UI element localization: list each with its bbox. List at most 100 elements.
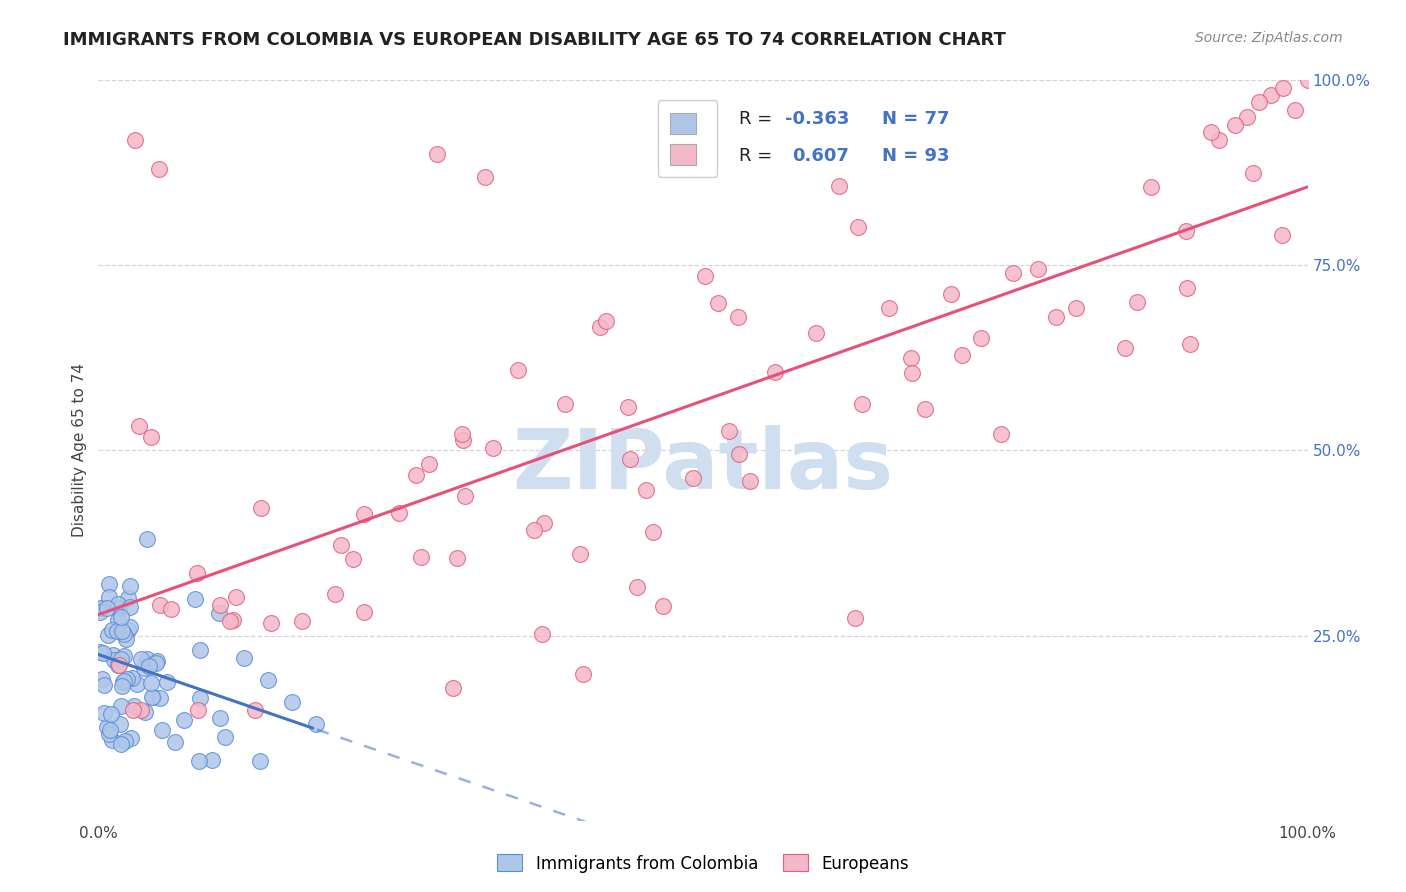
Point	[1114, 342, 1136, 356]
Point	[243, 703, 266, 717]
Point	[165, 735, 187, 749]
Point	[188, 643, 211, 657]
Text: R =: R =	[740, 110, 779, 128]
Text: Source: ZipAtlas.com: Source: ZipAtlas.com	[1195, 31, 1343, 45]
Point	[411, 549, 433, 564]
Text: IMMIGRANTS FROM COLOMBIA VS EUROPEAN DISABILITY AGE 65 TO 74 CORRELATION CHART: IMMIGRANTS FROM COLOMBIA VS EUROPEAN DIS…	[63, 31, 1007, 49]
Point	[454, 489, 477, 503]
Point	[970, 331, 993, 345]
Text: -0.363: -0.363	[785, 110, 849, 128]
Point	[97, 628, 120, 642]
Point	[1026, 262, 1049, 277]
Point	[134, 705, 156, 719]
Point	[124, 132, 146, 146]
Point	[135, 533, 157, 547]
Point	[139, 676, 162, 690]
Point	[626, 580, 648, 594]
Point	[900, 351, 922, 366]
Point	[482, 441, 505, 455]
Point	[219, 614, 242, 628]
Point	[145, 656, 167, 670]
Point	[100, 706, 122, 721]
Point	[89, 645, 111, 659]
Point	[533, 516, 555, 531]
Point	[804, 326, 827, 340]
Point	[93, 706, 115, 721]
Point	[103, 653, 125, 667]
Point	[107, 601, 129, 615]
Point	[474, 169, 496, 184]
Point	[141, 690, 163, 705]
Point	[118, 579, 141, 593]
Point	[110, 737, 132, 751]
Point	[531, 627, 554, 641]
Point	[388, 506, 411, 520]
Point	[112, 648, 135, 663]
Point	[110, 698, 132, 713]
Point	[98, 590, 121, 604]
Point	[1243, 166, 1265, 180]
Point	[616, 400, 638, 414]
Point	[1175, 281, 1198, 295]
Point	[111, 679, 134, 693]
Point	[107, 658, 129, 673]
Text: R =: R =	[740, 147, 779, 165]
Point	[138, 658, 160, 673]
Point	[152, 723, 174, 737]
Point	[1199, 125, 1222, 139]
Point	[110, 610, 132, 624]
Point	[636, 483, 658, 497]
Point	[187, 703, 209, 717]
Point	[97, 727, 120, 741]
Point	[188, 691, 211, 706]
Point	[208, 711, 231, 725]
Point	[107, 613, 129, 627]
Point	[115, 632, 138, 647]
Point	[1175, 223, 1198, 237]
Point	[124, 699, 146, 714]
Point	[98, 723, 121, 737]
Point	[1236, 111, 1258, 125]
Point	[508, 363, 530, 377]
Point	[1045, 310, 1067, 324]
Point	[184, 591, 207, 606]
Point	[139, 430, 162, 444]
Point	[118, 599, 141, 614]
Point	[114, 734, 136, 748]
Point	[281, 695, 304, 709]
Point	[117, 591, 139, 606]
Point	[453, 433, 475, 447]
Point	[914, 402, 936, 417]
Point	[111, 675, 134, 690]
Point	[900, 366, 922, 380]
Point	[105, 624, 128, 638]
Point	[222, 613, 245, 627]
Point	[418, 457, 440, 471]
Point	[441, 681, 464, 695]
Point	[250, 501, 273, 516]
Point	[256, 673, 278, 687]
Point	[91, 646, 114, 660]
Point	[353, 605, 375, 619]
Point	[225, 591, 247, 605]
Point	[186, 566, 208, 581]
Point	[96, 720, 118, 734]
Point	[1178, 337, 1201, 351]
Point	[990, 427, 1012, 442]
Point	[641, 525, 664, 540]
Point	[1126, 295, 1149, 310]
Legend: , : ,	[658, 101, 717, 178]
Point	[121, 671, 143, 685]
Point	[201, 752, 224, 766]
Point	[90, 672, 112, 686]
Point	[111, 624, 134, 639]
Text: N = 93: N = 93	[882, 147, 949, 165]
Text: 0.607: 0.607	[793, 147, 849, 165]
Point	[1284, 103, 1306, 117]
Point	[695, 268, 717, 283]
Point	[950, 348, 973, 362]
Point	[523, 523, 546, 537]
Point	[260, 615, 283, 630]
Point	[426, 147, 449, 161]
Point	[738, 474, 761, 488]
